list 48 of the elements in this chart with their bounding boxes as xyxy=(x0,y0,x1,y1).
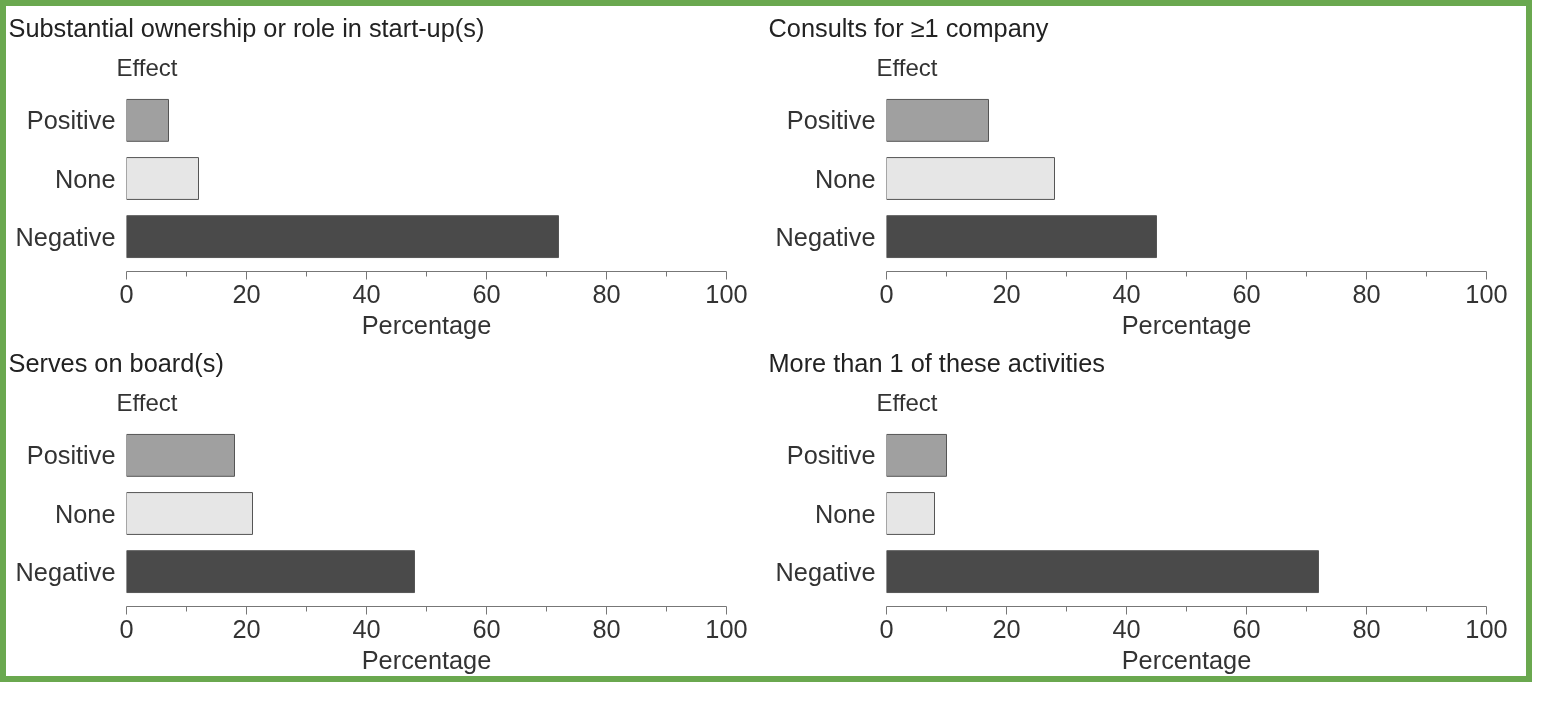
chart-title: Substantial ownership or role in start-up(s) xyxy=(8,13,485,42)
x-tick-label: 60 xyxy=(1232,279,1261,308)
x-tick-label: 60 xyxy=(472,614,501,643)
x-tick-label: 100 xyxy=(1465,614,1508,643)
y-axis-title: Effect xyxy=(116,388,178,416)
x-tick-label: 100 xyxy=(705,279,748,308)
y-tick-label: None xyxy=(814,164,876,193)
y-tick-label: Negative xyxy=(15,222,116,251)
chart-title: Consults for ≥1 company xyxy=(768,13,1049,42)
x-tick-label: 20 xyxy=(232,614,261,643)
x-axis-title: Percentage xyxy=(1121,645,1252,674)
x-tick-label: 40 xyxy=(352,279,381,308)
x-axis-title: Percentage xyxy=(361,645,492,674)
x-tick-label: 80 xyxy=(592,279,621,308)
y-tick-label: None xyxy=(54,164,116,193)
x-tick-label: 40 xyxy=(352,614,381,643)
y-tick-label: Positive xyxy=(786,441,876,470)
y-axis-title: Effect xyxy=(116,53,178,81)
y-tick-label: Negative xyxy=(15,557,116,586)
x-tick-label: 0 xyxy=(879,279,894,308)
y-tick-label: Negative xyxy=(775,557,876,586)
x-tick-label: 0 xyxy=(119,614,134,643)
y-axis-title: Effect xyxy=(876,53,938,81)
chart-title: Serves on board(s) xyxy=(8,348,224,377)
x-tick-label: 0 xyxy=(119,279,134,308)
x-tick-label: 40 xyxy=(1112,279,1141,308)
x-tick-label: 100 xyxy=(1465,279,1508,308)
x-tick-label: 0 xyxy=(879,614,894,643)
x-tick-label: 60 xyxy=(1232,614,1261,643)
y-tick-label: None xyxy=(814,499,876,528)
x-tick-label: 20 xyxy=(232,279,261,308)
y-tick-label: None xyxy=(54,499,116,528)
y-axis-title: Effect xyxy=(876,388,938,416)
x-tick-label: 60 xyxy=(472,279,501,308)
x-tick-label: 80 xyxy=(1352,279,1381,308)
y-tick-label: Negative xyxy=(775,222,876,251)
y-tick-label: Positive xyxy=(26,441,116,470)
x-tick-label: 80 xyxy=(1352,614,1381,643)
x-tick-label: 100 xyxy=(705,614,748,643)
x-tick-label: 80 xyxy=(592,614,621,643)
chart-title: More than 1 of these activities xyxy=(768,348,1105,377)
y-tick-label: Positive xyxy=(26,106,116,135)
x-tick-label: 20 xyxy=(992,279,1021,308)
x-tick-label: 20 xyxy=(992,614,1021,643)
x-axis-title: Percentage xyxy=(1121,310,1252,339)
x-axis-title: Percentage xyxy=(361,310,492,339)
x-tick-label: 40 xyxy=(1112,614,1141,643)
y-tick-label: Positive xyxy=(786,106,876,135)
